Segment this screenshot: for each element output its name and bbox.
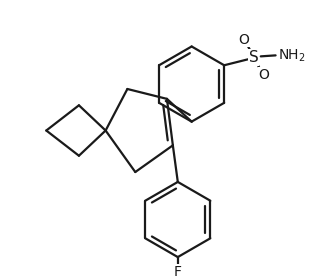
- Text: NH$_2$: NH$_2$: [277, 47, 305, 64]
- Text: O: O: [258, 68, 269, 82]
- Text: S: S: [249, 50, 259, 65]
- Text: O: O: [238, 32, 249, 46]
- Text: F: F: [174, 265, 182, 279]
